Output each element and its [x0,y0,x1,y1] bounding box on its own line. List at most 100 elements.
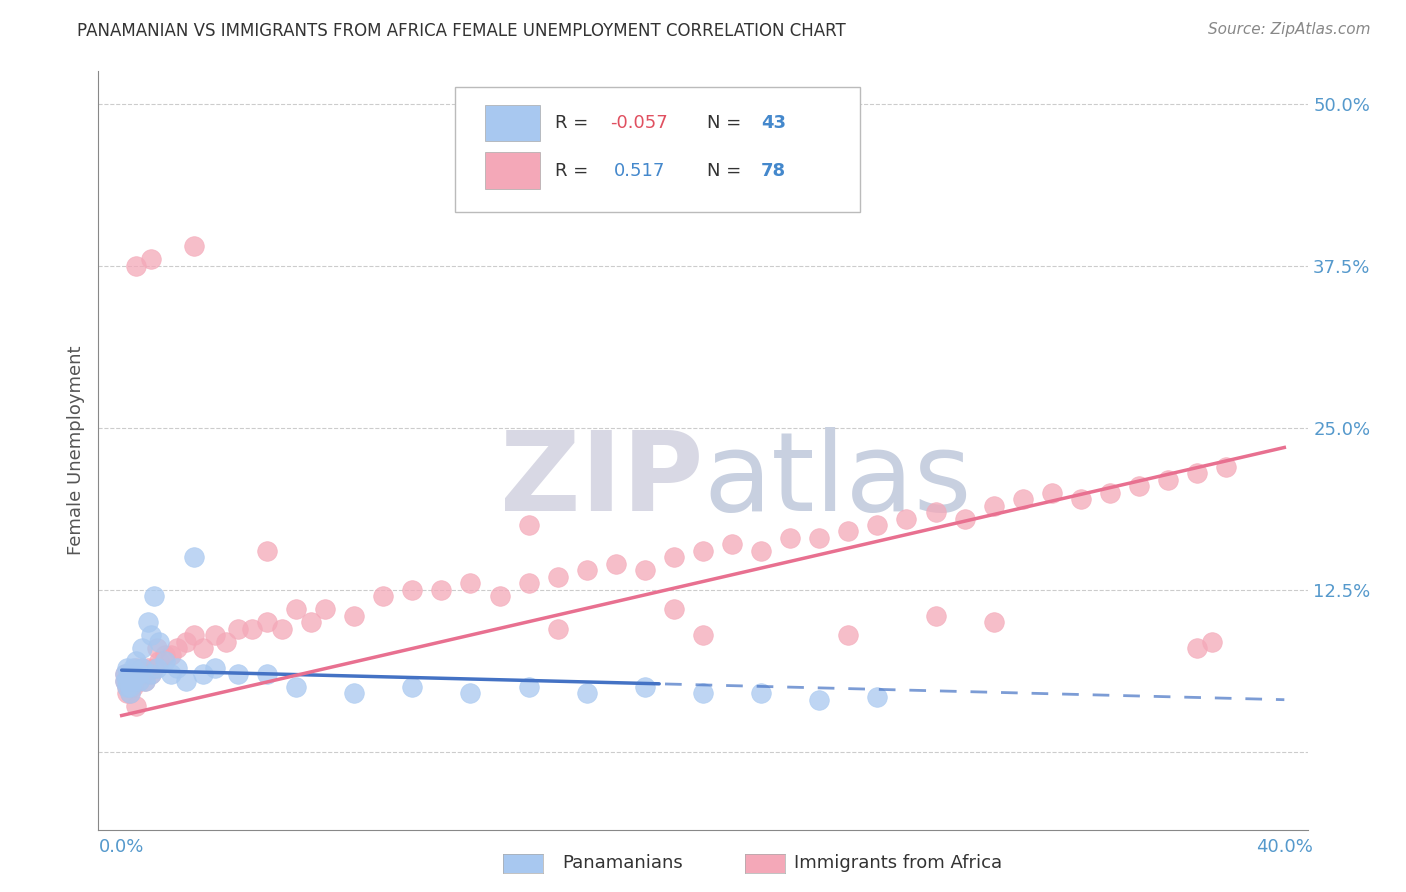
Point [1098,485,1121,500]
Point [517,518,540,533]
Point [285,602,308,616]
FancyBboxPatch shape [485,153,540,189]
Point [692,628,714,642]
Point [430,582,453,597]
Point [808,531,831,545]
Point [837,524,859,539]
Point [401,582,423,597]
Point [148,634,170,648]
Text: Immigrants from Africa: Immigrants from Africa [794,855,1002,872]
Point [662,550,685,565]
Point [808,693,831,707]
Point [924,608,946,623]
Point [343,608,366,623]
Text: -0.057: -0.057 [610,114,668,132]
Text: atlas: atlas [703,427,972,534]
Point [131,660,153,674]
FancyBboxPatch shape [456,87,860,211]
Text: R =: R = [555,161,589,179]
Point [117,680,139,694]
Point [114,673,136,688]
Point [575,563,598,577]
Point [256,544,278,558]
Y-axis label: Female Unemployment: Female Unemployment [67,346,86,555]
Point [117,680,139,694]
Point [1070,491,1092,506]
Point [139,252,162,267]
Point [547,622,569,636]
Point [721,537,744,551]
Point [120,680,142,694]
Point [226,667,249,681]
Point [142,660,165,674]
Point [117,686,139,700]
Point [125,259,148,273]
Point [166,641,188,656]
Point [125,654,148,668]
Point [183,550,205,565]
Point [749,544,772,558]
Text: 0.517: 0.517 [613,161,665,179]
Point [343,686,366,700]
Point [1157,473,1180,487]
Point [547,570,569,584]
Point [155,654,177,668]
Point [1215,459,1237,474]
Point [125,699,148,714]
Point [896,511,918,525]
Point [136,615,159,630]
Text: Source: ZipAtlas.com: Source: ZipAtlas.com [1208,22,1371,37]
Point [191,641,214,656]
Point [575,686,598,700]
Point [120,667,142,681]
Point [692,686,714,700]
Point [139,667,162,681]
Point [134,673,156,688]
Point [122,680,145,694]
Point [605,557,627,571]
Point [120,673,142,688]
Point [128,667,150,681]
Point [174,634,197,648]
Point [120,686,142,700]
Text: 43: 43 [761,114,786,132]
Point [174,673,197,688]
Point [299,615,322,630]
Point [634,563,657,577]
Point [131,660,153,674]
Point [125,667,148,681]
Point [139,667,162,681]
Point [117,660,139,674]
Point [125,660,148,674]
Text: N =: N = [707,114,747,132]
Point [226,622,249,636]
Point [114,673,136,688]
Point [145,641,167,656]
Point [114,667,136,681]
Point [148,654,170,668]
Point [120,686,142,700]
FancyBboxPatch shape [485,104,540,141]
Point [183,628,205,642]
Point [145,660,167,674]
Point [488,589,510,603]
Point [460,686,482,700]
Point [837,628,859,642]
Point [122,660,145,674]
Point [749,686,772,700]
Point [953,511,976,525]
Point [160,667,183,681]
Point [134,673,156,688]
Point [204,660,226,674]
Point [866,690,889,705]
Point [1201,634,1223,648]
Point [270,622,292,636]
Point [924,505,946,519]
Point [1040,485,1063,500]
Point [517,680,540,694]
Point [155,648,177,662]
Point [204,628,226,642]
Point [131,641,153,656]
Point [122,673,145,688]
Point [1185,466,1208,480]
